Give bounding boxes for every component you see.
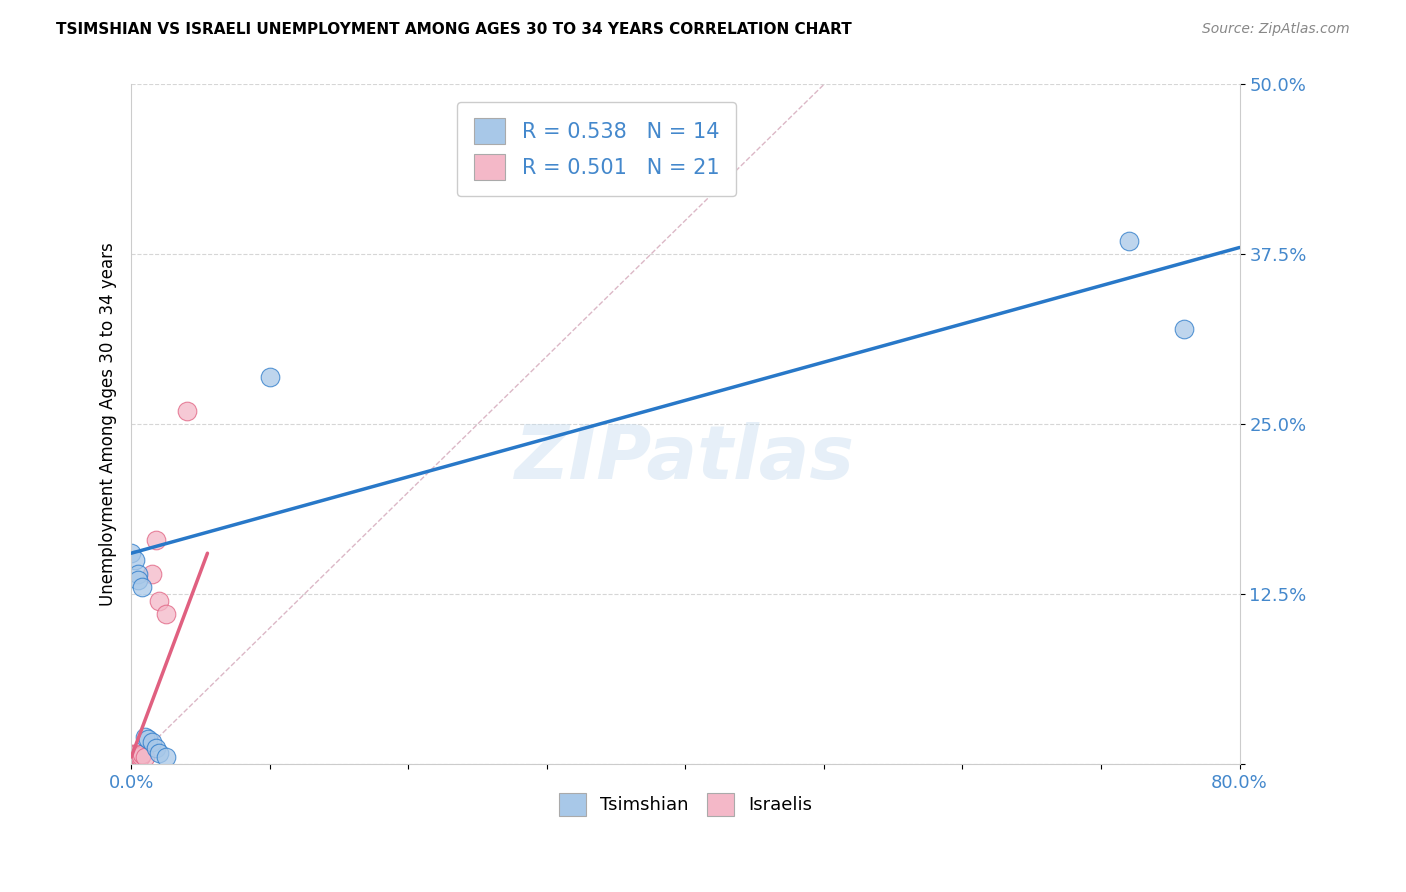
Point [131,580,153,594]
Point [148,594,170,608]
Point [127,566,149,581]
Point [120,747,142,762]
Point [1173,322,1195,336]
Point [122,750,145,764]
Point [124,748,146,763]
Point [125,747,148,762]
Point [145,533,167,547]
Point [259,369,281,384]
Point [141,566,163,581]
Point [124,750,146,764]
Point [136,732,159,747]
Point [121,748,143,763]
Point [131,747,153,762]
Point [128,750,150,764]
Text: TSIMSHIAN VS ISRAELI UNEMPLOYMENT AMONG AGES 30 TO 34 YEARS CORRELATION CHART: TSIMSHIAN VS ISRAELI UNEMPLOYMENT AMONG … [56,22,852,37]
Point [120,546,142,560]
Point [127,574,149,588]
Legend: Tsimshian, Israelis: Tsimshian, Israelis [551,786,820,822]
Y-axis label: Unemployment Among Ages 30 to 34 years: Unemployment Among Ages 30 to 34 years [100,243,117,606]
Point [122,747,145,762]
Text: ZIPatlas: ZIPatlas [516,422,855,494]
Point [145,740,167,755]
Point [155,607,177,622]
Text: Source: ZipAtlas.com: Source: ZipAtlas.com [1202,22,1350,37]
Point [148,746,170,760]
Point [129,748,152,763]
Point [120,750,142,764]
Point [134,750,156,764]
Point [124,553,146,567]
Point [1118,234,1140,248]
Point [155,750,177,764]
Point [141,735,163,749]
Point [134,730,156,744]
Point [120,748,142,763]
Point [121,750,143,764]
Point [127,748,149,763]
Point [176,403,198,417]
Point [127,750,149,764]
